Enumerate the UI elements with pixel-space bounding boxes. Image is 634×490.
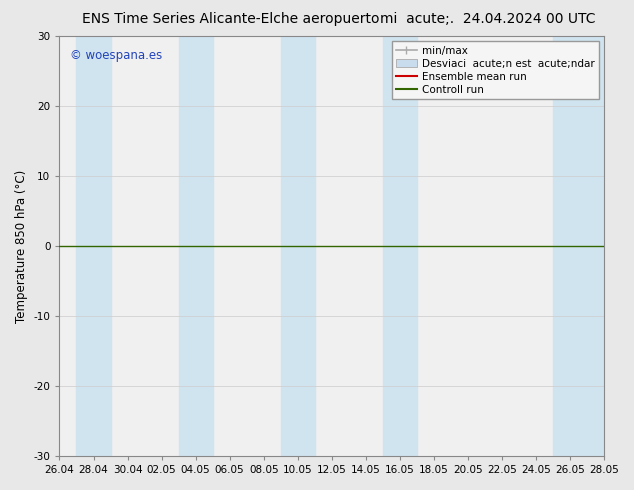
Bar (281, 36, 314, 456)
Bar (553, 36, 604, 456)
Bar (179, 36, 212, 456)
Text: © woespana.es: © woespana.es (70, 49, 162, 62)
Text: ENS Time Series Alicante-Elche aeropuerto: ENS Time Series Alicante-Elche aeropuert… (82, 12, 380, 26)
Y-axis label: Temperature 850 hPa (°C): Temperature 850 hPa (°C) (15, 170, 28, 323)
Bar (383, 36, 417, 456)
Text: mi  acute;.  24.04.2024 00 UTC: mi acute;. 24.04.2024 00 UTC (380, 12, 596, 26)
Bar (77, 36, 110, 456)
Legend: min/max, Desviaci  acute;n est  acute;ndar, Ensemble mean run, Controll run: min/max, Desviaci acute;n est acute;ndar… (392, 41, 599, 99)
